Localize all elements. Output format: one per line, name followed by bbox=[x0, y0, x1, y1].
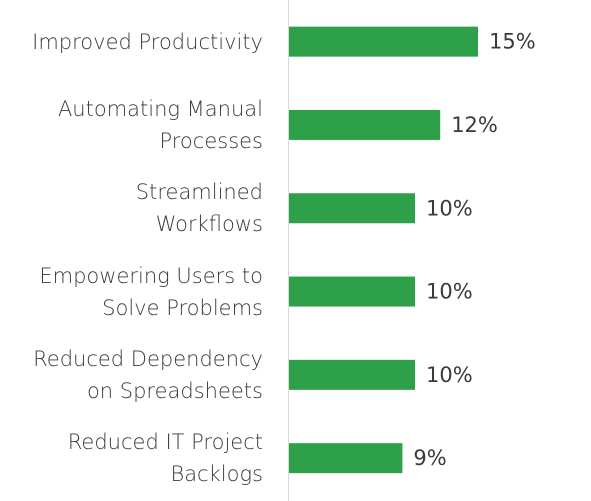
category-label: Automating Manual Processes bbox=[57, 96, 263, 153]
category-label: Streamlined Workflows bbox=[135, 180, 263, 237]
category-label: Empowering Users to Solve Problems bbox=[39, 263, 263, 320]
value-label: 12% bbox=[451, 113, 498, 137]
category-label: Reduced IT Project Backlogs bbox=[67, 430, 263, 487]
value-label: 9% bbox=[413, 446, 446, 470]
value-label: 10% bbox=[426, 363, 473, 387]
value-label: 10% bbox=[426, 280, 473, 304]
bar bbox=[289, 443, 403, 474]
category-label: Reduced Dependency on Spreadsheets bbox=[33, 346, 263, 403]
value-label: 15% bbox=[489, 30, 536, 54]
value-label: 10% bbox=[426, 196, 473, 220]
bar bbox=[289, 193, 415, 224]
bar bbox=[289, 359, 415, 390]
category-label: Improved Productivity bbox=[32, 29, 263, 54]
bar bbox=[289, 26, 478, 57]
bar bbox=[289, 276, 415, 307]
bar bbox=[289, 109, 441, 140]
